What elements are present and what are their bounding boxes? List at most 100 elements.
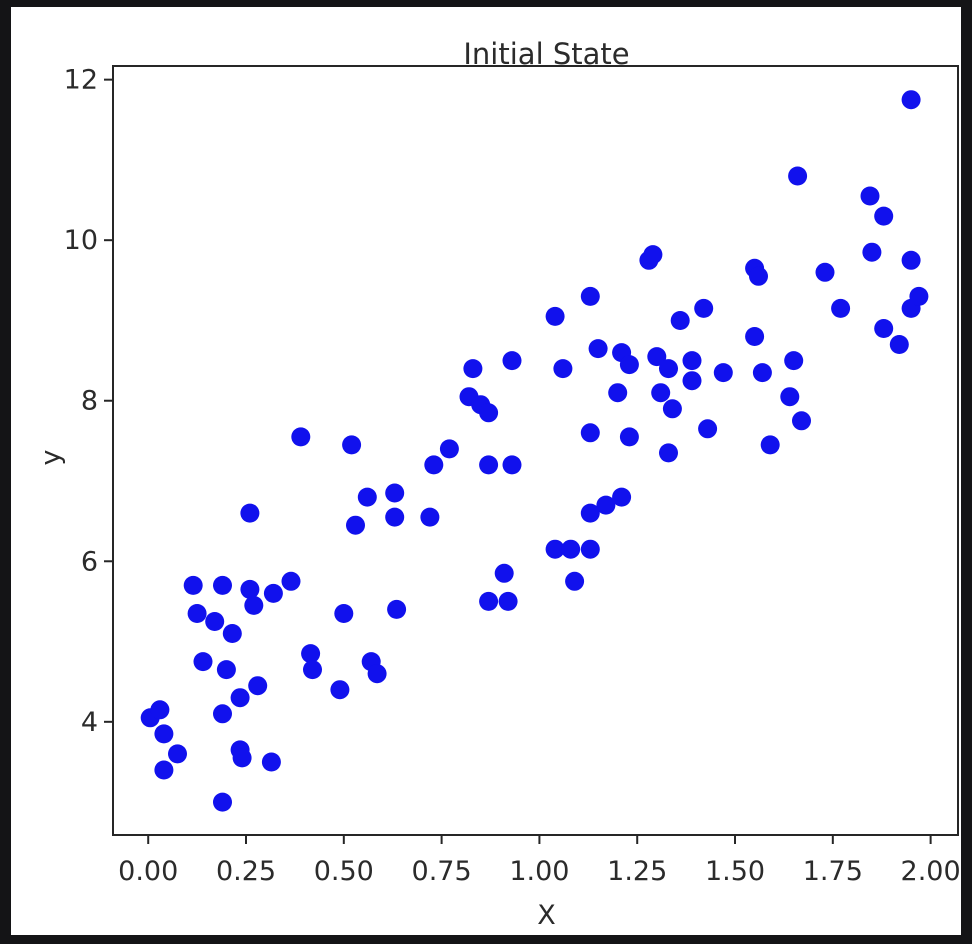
data-point (502, 351, 522, 371)
data-point (713, 363, 733, 383)
data-point (502, 455, 522, 475)
data-point (647, 347, 667, 367)
data-point (291, 427, 311, 447)
data-point (901, 250, 921, 270)
data-point (387, 599, 407, 619)
data-point (659, 443, 678, 463)
x-tick-label: 0.50 (314, 856, 374, 887)
data-point (330, 680, 350, 700)
data-point (860, 186, 880, 206)
data-point (580, 503, 600, 523)
data-point (580, 539, 600, 559)
data-point (752, 363, 772, 383)
data-point (248, 676, 268, 696)
axis-ticks: 0.00 0.25 0.50 0.75 1.00 1.25 1.50 1.75 2.00 4 6 8 1… (64, 65, 961, 887)
data-point (439, 439, 459, 459)
data-point (831, 298, 851, 318)
data-point (150, 700, 170, 720)
data-point (222, 624, 242, 643)
data-point (749, 266, 768, 286)
data-point (205, 612, 225, 631)
data-point (545, 539, 565, 559)
data-point (643, 245, 663, 265)
y-tick-label: 4 (81, 707, 98, 738)
x-tick-label: 0.75 (412, 856, 472, 887)
data-point (420, 507, 440, 527)
data-point (213, 792, 232, 812)
data-point (889, 335, 909, 354)
data-point (553, 359, 573, 379)
data-point (463, 359, 483, 379)
y-tick-label: 10 (64, 225, 98, 256)
data-point (479, 455, 499, 475)
data-point (760, 435, 780, 455)
data-point (240, 503, 260, 523)
data-point (670, 311, 690, 330)
data-point (232, 748, 252, 768)
data-point (154, 760, 174, 780)
x-tick-label: 1.00 (509, 856, 569, 887)
data-point (213, 704, 232, 724)
data-point (240, 579, 260, 599)
data-point (385, 507, 405, 527)
data-point (682, 351, 702, 371)
x-tick-label: 0.25 (216, 856, 276, 887)
data-point (588, 339, 608, 359)
data-point (694, 298, 714, 318)
y-tick-label: 12 (64, 65, 98, 96)
x-tick-label: 2.00 (901, 856, 961, 887)
data-point (596, 495, 616, 515)
data-point (745, 327, 765, 346)
y-tick-label: 8 (81, 386, 98, 417)
data-point (334, 604, 354, 623)
data-point (494, 563, 514, 583)
data-point (545, 306, 565, 326)
data-point (346, 515, 365, 535)
x-tick-label: 1.50 (705, 856, 765, 887)
data-point (479, 403, 499, 423)
data-point (213, 575, 232, 595)
data-point (281, 571, 301, 591)
data-point (424, 455, 444, 475)
data-point (261, 752, 281, 772)
data-point (580, 423, 600, 443)
data-point (216, 660, 236, 680)
data-point (662, 399, 682, 419)
data-point (784, 351, 804, 371)
data-point (788, 166, 808, 186)
data-point (561, 539, 581, 559)
data-point (385, 483, 405, 503)
data-point (342, 435, 362, 455)
scatter-points (140, 90, 929, 812)
data-point (619, 355, 639, 375)
data-point (154, 724, 174, 744)
data-point (263, 583, 283, 603)
x-tick-label: 1.25 (607, 856, 667, 887)
data-point (367, 664, 387, 684)
data-point (780, 387, 800, 407)
data-point (301, 644, 321, 664)
data-point (168, 744, 187, 764)
data-point (244, 595, 264, 615)
data-point (357, 487, 377, 507)
data-point (193, 652, 213, 672)
data-point (479, 591, 499, 611)
x-tick-label: 0.00 (118, 856, 178, 887)
data-point (862, 242, 882, 262)
data-point (498, 591, 518, 611)
data-point (580, 286, 600, 306)
y-tick-label: 6 (81, 546, 98, 577)
data-point (303, 660, 322, 680)
data-point (230, 688, 250, 708)
data-point (874, 319, 894, 338)
x-axis-label: X (537, 900, 556, 931)
data-point (187, 604, 207, 623)
data-point (682, 371, 702, 391)
data-point (698, 419, 718, 439)
data-point (659, 359, 678, 379)
plot-frame (112, 65, 959, 836)
data-point (792, 411, 811, 431)
data-point (874, 206, 894, 226)
